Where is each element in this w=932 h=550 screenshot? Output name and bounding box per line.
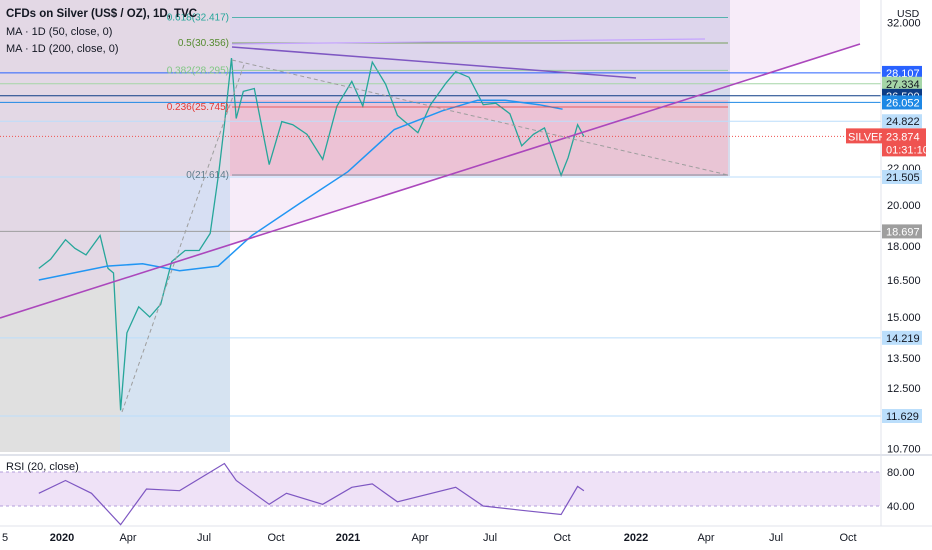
fib-level-label-2: 0.382(28.295) [167, 65, 229, 76]
upper-trend-line[interactable] [231, 46, 637, 79]
price-level-label-1: 27.334 [886, 79, 920, 91]
ma-200-line[interactable] [38, 99, 563, 281]
price-level-badge-8 [882, 409, 922, 423]
fib-level-label-4: 0(21.614) [186, 170, 229, 181]
fib-level-label-3: 0.236(25.745) [167, 102, 229, 113]
current-price-badge [882, 128, 926, 157]
price-tick-label-6: 13.500 [887, 353, 921, 365]
price-tick-label-8: 10.700 [887, 443, 921, 455]
time-tick-label-4: Oct [267, 532, 284, 544]
price-level-label-7: 14.219 [886, 333, 920, 345]
time-tick-label-11: Jul [769, 532, 783, 544]
time-tick-label-8: Oct [553, 532, 570, 544]
price-level-label-8: 11.629 [886, 411, 919, 423]
dashed-rally-line[interactable] [121, 61, 246, 413]
price-tick-label-2: 20.000 [887, 200, 921, 212]
time-tick-label-2: Apr [119, 532, 136, 544]
bar-countdown-label: 01:31:10 [886, 144, 929, 156]
currency-label: USD [897, 8, 920, 20]
time-tick-label-3: Jul [197, 532, 211, 544]
fib-level-label-0: 0.618(32.417) [167, 12, 229, 23]
price-level-label-5: 21.505 [886, 172, 920, 184]
resistance-line[interactable] [231, 38, 706, 45]
rsi-line[interactable] [38, 462, 585, 526]
time-axis[interactable]: 5 2020 Apr Jul Oct 2021 Apr Jul Oct 2022 Apr Jul Oct [2, 532, 857, 544]
time-tick-label-1: 2020 [50, 532, 74, 544]
dashed-projection-line[interactable] [231, 59, 729, 176]
symbol-badge [846, 128, 882, 144]
time-tick-label-12: Oct [839, 532, 856, 544]
chart-title: CFDs on Silver (US$ / OZ), 1D, TVC [6, 8, 197, 20]
rsi-legend[interactable]: RSI (20, close) [6, 461, 79, 473]
price-level-label-3: 26.052 [886, 97, 920, 109]
price-series-line[interactable] [38, 58, 585, 411]
time-tick-label-7: Jul [483, 532, 497, 544]
time-tick-label-9: 2022 [624, 532, 648, 544]
price-level-badge-4 [882, 114, 922, 129]
price-level-badge-1 [882, 76, 922, 91]
symbol-label: SILVER [848, 131, 886, 143]
price-tick-label-0: 32.000 [887, 17, 921, 29]
price-level-badge-7 [882, 330, 922, 345]
price-level-badge-5 [882, 170, 922, 184]
rsi-pane-band [0, 472, 880, 506]
ma-50-legend[interactable]: MA · 1D (50, close, 0) [6, 26, 112, 38]
price-level-label-4: 24.822 [886, 116, 920, 128]
time-tick-label-0: 5 [2, 532, 8, 544]
time-tick-label-5: 2021 [336, 532, 360, 544]
rsi-tick-label-1: 40.00 [887, 501, 915, 513]
price-level-badge-6 [882, 224, 922, 239]
price-tick-label-4: 16.500 [887, 275, 921, 287]
lower-highlight [120, 176, 230, 452]
rsi-tick-label-0: 80.00 [887, 467, 915, 479]
price-level-label-6: 18.697 [886, 226, 920, 238]
ascending-support-line[interactable] [0, 43, 861, 319]
ma-200-legend[interactable]: MA · 1D (200, close, 0) [6, 43, 119, 55]
fib-level-label-1: 0.5(30.356) [178, 38, 229, 49]
price-axis[interactable]: 32.00022.00020.00018.00016.50015.00013.5… [887, 17, 921, 513]
time-tick-label-6: Apr [411, 532, 428, 544]
price-tick-label-5: 15.000 [887, 312, 921, 324]
price-tick-label-7: 12.500 [887, 383, 921, 395]
price-level-badge-0 [882, 65, 922, 80]
time-tick-label-10: Apr [697, 532, 714, 544]
current-price-label: 23.874 [886, 131, 920, 143]
price-tick-label-3: 18.000 [887, 241, 921, 253]
price-level-badge-3 [882, 95, 922, 110]
